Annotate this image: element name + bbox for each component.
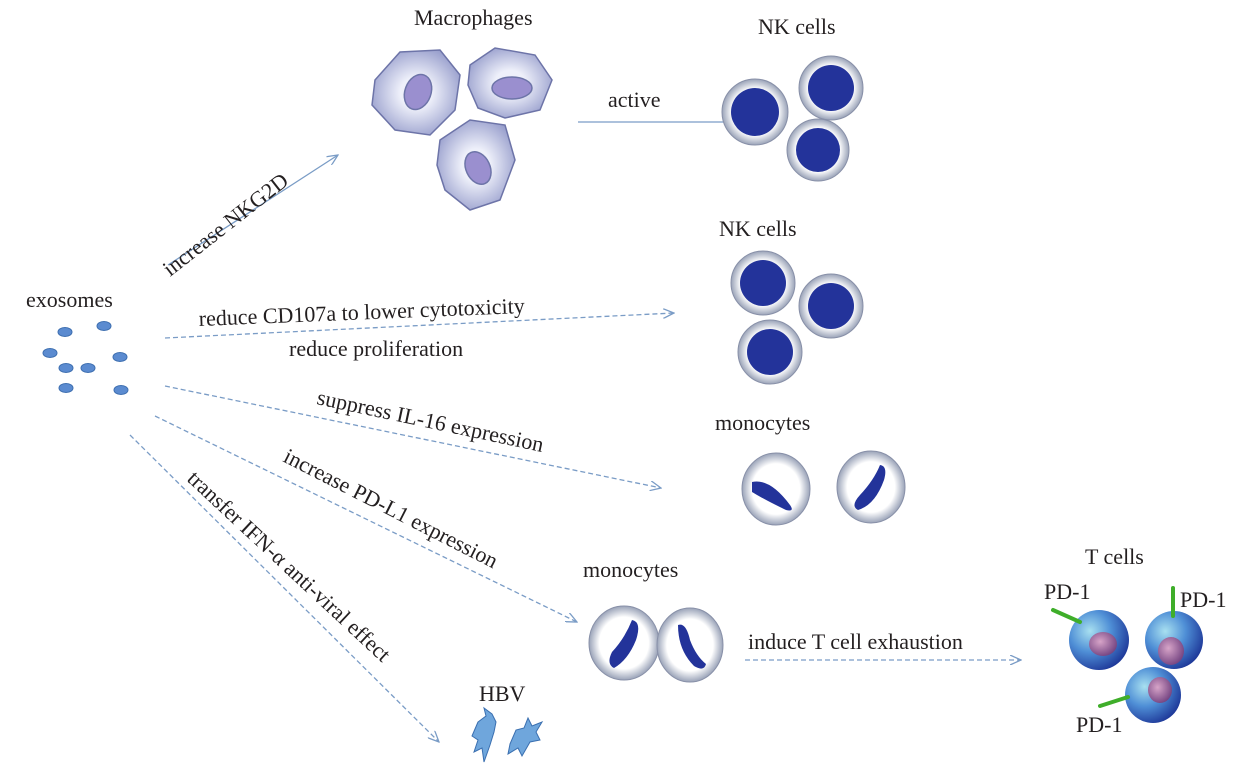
exhaustion-label: induce T cell exhaustion bbox=[748, 629, 963, 654]
nkg2d-label: increase NKG2D bbox=[158, 168, 293, 281]
monocytes-bottom-label: monocytes bbox=[583, 557, 678, 582]
nk-cells-top bbox=[721, 55, 864, 182]
arrow-nkg2d bbox=[167, 155, 338, 266]
cd107a-label: reduce CD107a to lower cytotoxicity bbox=[198, 293, 525, 331]
pd1-label-c: PD-1 bbox=[1076, 712, 1122, 737]
arrow-pdl1 bbox=[154, 415, 577, 622]
arrow-ifn bbox=[129, 434, 439, 742]
nk-cells-top-label: NK cells bbox=[758, 14, 836, 39]
pdl1-label: increase PD-L1 expression bbox=[280, 443, 503, 573]
monocytes-mid bbox=[741, 450, 906, 526]
proliferation-label: reduce proliferation bbox=[289, 336, 463, 361]
pd1-receptors bbox=[1051, 586, 1175, 708]
t-cells bbox=[1051, 586, 1203, 723]
nk-cells-mid-label: NK cells bbox=[719, 216, 797, 241]
exosome-vesicles bbox=[42, 321, 129, 395]
arrows bbox=[129, 121, 1021, 742]
hbv-virus-icons bbox=[471, 706, 544, 763]
active-label: active bbox=[608, 87, 661, 112]
pd1-label-b: PD-1 bbox=[1180, 587, 1226, 612]
macrophages-label: Macrophages bbox=[414, 5, 533, 30]
nk-cells-mid bbox=[730, 250, 864, 385]
monocytes-bottom bbox=[588, 605, 724, 683]
arrow-cd107a bbox=[164, 313, 674, 339]
arrow-il16 bbox=[164, 385, 661, 488]
macrophage-cells bbox=[371, 47, 553, 211]
exosomes-label: exosomes bbox=[26, 287, 113, 312]
il16-label: suppress IL-16 expression bbox=[315, 384, 546, 456]
monocytes-mid-label: monocytes bbox=[715, 410, 810, 435]
hbv-label: HBV bbox=[479, 681, 526, 706]
t-cells-label: T cells bbox=[1085, 544, 1144, 569]
pd1-label-a: PD-1 bbox=[1044, 579, 1090, 604]
